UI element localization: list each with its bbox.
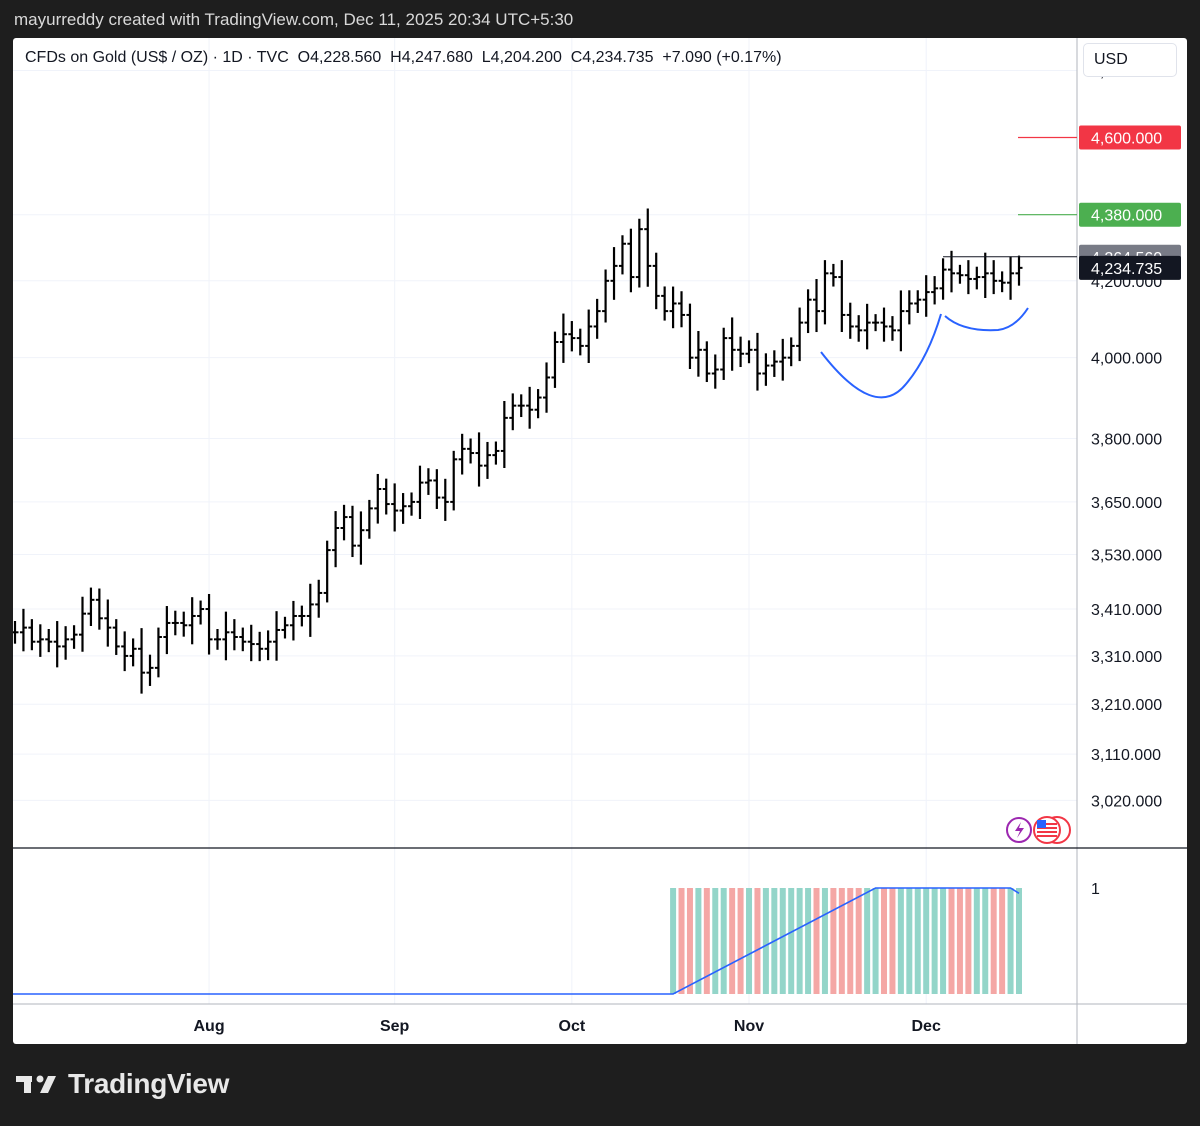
histogram-bar (847, 888, 854, 994)
y-tick-label: 3,410.000 (1091, 602, 1162, 619)
tradingview-brand: TradingView (16, 1068, 229, 1100)
price-level-label: 4,234.735 (1091, 261, 1162, 278)
x-tick-label: Dec (912, 1018, 941, 1035)
histogram-bar (712, 888, 719, 994)
histogram-bar (813, 888, 820, 994)
histogram-bar (805, 888, 812, 994)
histogram-bar (923, 888, 930, 994)
histogram-tick-label: 1 (1091, 881, 1100, 898)
histogram-bar (746, 888, 753, 994)
histogram-bar (695, 888, 702, 994)
histogram-bar (906, 888, 913, 994)
histogram-bar (940, 888, 947, 994)
y-tick-label: 3,110.000 (1091, 747, 1161, 764)
histogram-bar (670, 888, 677, 994)
histogram-bar (990, 888, 997, 994)
currency-selector[interactable]: USD (1083, 43, 1177, 77)
histogram-bar (956, 888, 963, 994)
histogram-bar (999, 888, 1006, 994)
chart-panel[interactable]: 4,800.0004,380.0004,200.0004,000.0003,80… (13, 38, 1187, 1044)
attribution-text: mayurreddy created with TradingView.com,… (14, 10, 574, 29)
price-level-label: 4,380.000 (1091, 208, 1162, 225)
histogram-bar (729, 888, 736, 994)
cup-curve (820, 313, 942, 399)
histogram-bar (686, 888, 693, 994)
histogram-bar (720, 888, 727, 994)
histogram-bar (914, 888, 921, 994)
histogram-bar (931, 888, 938, 994)
histogram-bar (982, 888, 989, 994)
y-tick-label: 3,800.000 (1091, 431, 1162, 448)
histogram-bar (762, 888, 769, 994)
y-tick-label: 3,210.000 (1091, 697, 1162, 714)
tradingview-logo-icon (16, 1075, 56, 1093)
y-tick-label: 3,530.000 (1091, 548, 1162, 565)
histogram-bar (737, 888, 744, 994)
price-level-label-bg (1079, 255, 1181, 280)
brand-name: TradingView (68, 1068, 230, 1099)
y-tick-label: 3,020.000 (1091, 793, 1162, 810)
histogram-bar (678, 888, 685, 994)
x-tick-label: Oct (559, 1018, 586, 1035)
histogram-bar (855, 888, 862, 994)
histogram-bar (897, 888, 904, 994)
x-tick-label: Sep (380, 1018, 410, 1035)
y-tick-label: 4,000.000 (1091, 351, 1162, 368)
histogram-bar (1016, 888, 1022, 994)
histogram-bar (754, 888, 761, 994)
lightning-glyph-icon (1015, 822, 1024, 838)
histogram-bar (821, 888, 828, 994)
indicator-line (13, 887, 1020, 995)
handle-curve (944, 307, 1029, 332)
histogram-bar (830, 888, 837, 994)
histogram-bar (779, 888, 786, 994)
histogram-bar (973, 888, 980, 994)
price-level-label: 4,600.000 (1091, 131, 1162, 148)
histogram-bar (965, 888, 972, 994)
histogram-bar (1007, 888, 1014, 994)
x-tick-label: Nov (734, 1018, 764, 1035)
symbol-ohlc-legend: CFDs on Gold (US$ / OZ) · 1D · TVC O4,22… (25, 49, 782, 66)
histogram-bar (872, 888, 879, 994)
histogram-bar (796, 888, 803, 994)
histogram-bar (889, 888, 896, 994)
histogram-bar (864, 888, 871, 994)
histogram-bar (838, 888, 845, 994)
histogram-bar (788, 888, 795, 994)
histogram-bar (703, 888, 710, 994)
histogram-bar (948, 888, 955, 994)
y-tick-label: 3,650.000 (1091, 495, 1162, 512)
price-level-label-bg (1079, 125, 1181, 150)
y-tick-label: 3,310.000 (1091, 649, 1162, 666)
histogram-bar (881, 888, 888, 994)
price-level-label-bg (1079, 202, 1181, 227)
x-tick-label: Aug (193, 1018, 224, 1035)
chart-canvas[interactable]: 4,800.0004,380.0004,200.0004,000.0003,80… (13, 38, 1187, 1044)
flag-canton (1037, 820, 1046, 828)
